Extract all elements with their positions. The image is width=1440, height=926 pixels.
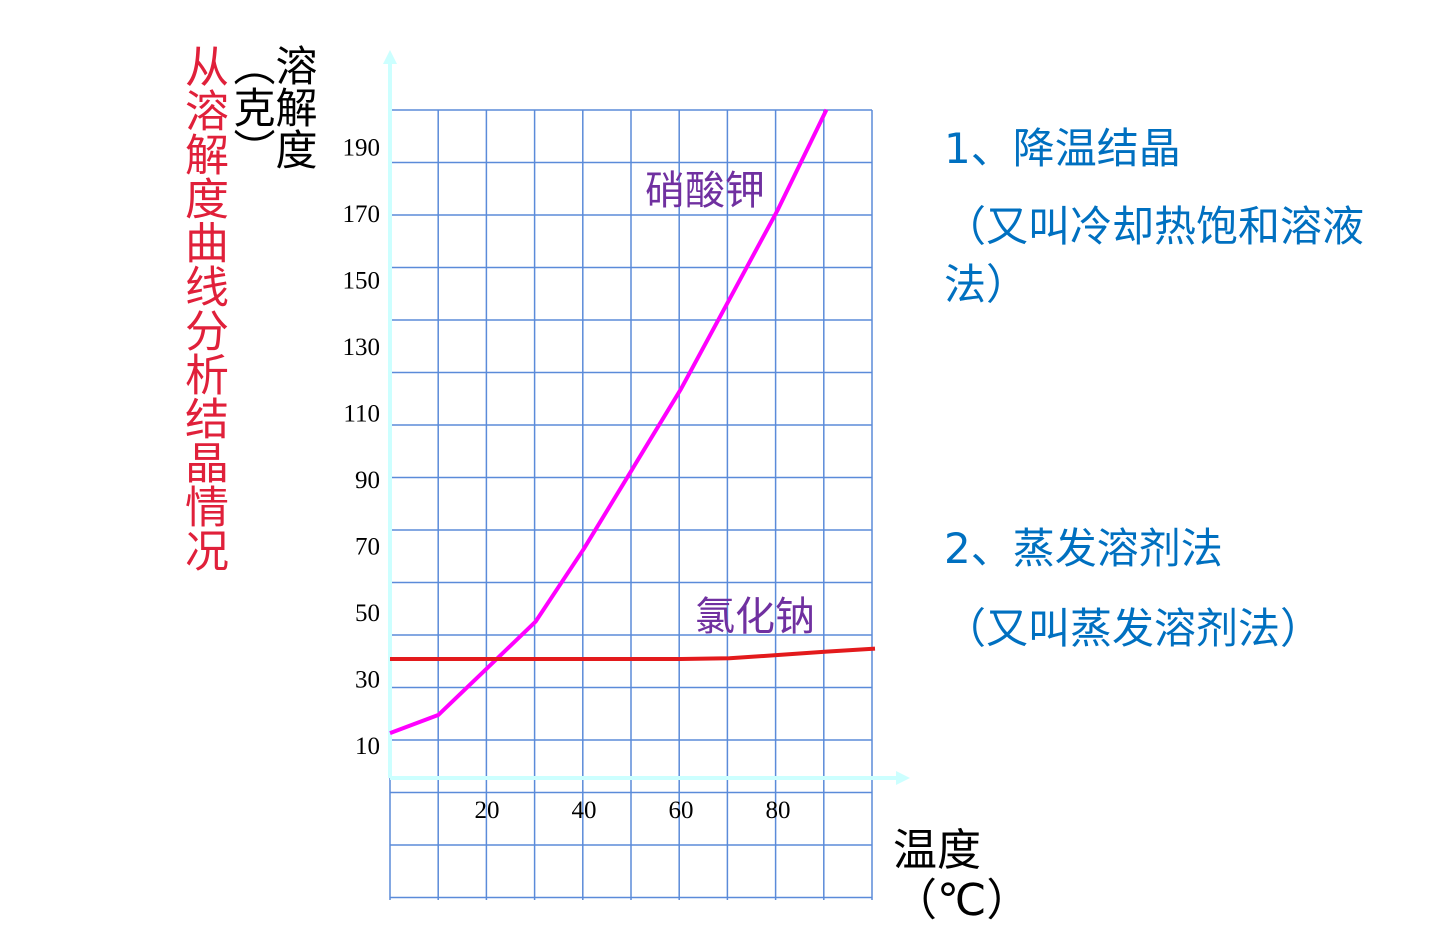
y-tick-label: 30: [355, 666, 380, 693]
slide: 从溶解度曲线分析结晶情况 溶解度（克） 温度（℃） 1、降温结晶 （又叫冷却热饱…: [177, 44, 1365, 926]
y-axis-arrow: [383, 50, 397, 64]
x-tick-label: 80: [766, 797, 791, 824]
annotation: （又叫蒸发溶剂法）: [944, 604, 1323, 653]
y-tick-label: 170: [343, 201, 381, 228]
y-tick-label: 90: [355, 467, 380, 494]
y-tick-label: 190: [343, 134, 381, 161]
y-tick-label: 130: [343, 334, 381, 361]
series-label: 硝酸钾: [645, 168, 765, 214]
grid: [389, 109, 873, 900]
y-tick-label: 110: [343, 400, 380, 427]
annotation: 2、蒸发溶剂法: [944, 524, 1223, 573]
y-tick-label: 150: [343, 267, 381, 294]
x-axis-arrow: [896, 771, 910, 785]
y-axis-label: 溶解度（克）: [227, 44, 318, 170]
series-label: 氯化钠: [695, 594, 815, 640]
series-line: [389, 108, 829, 735]
x-tick-label: 20: [475, 797, 500, 824]
annotation: （又叫冷却热饱和溶液法）: [944, 202, 1365, 309]
series-line: [390, 646, 876, 661]
x-tick-label: 40: [572, 797, 597, 824]
annotation: 1、降温结晶: [944, 124, 1181, 173]
y-tick-label: 50: [355, 600, 380, 627]
x-tick-label: 60: [669, 797, 694, 824]
y-tick-label: 70: [355, 533, 380, 560]
chart-title: 从溶解度曲线分析结晶情况: [177, 44, 228, 572]
y-tick-label: 10: [355, 733, 380, 760]
